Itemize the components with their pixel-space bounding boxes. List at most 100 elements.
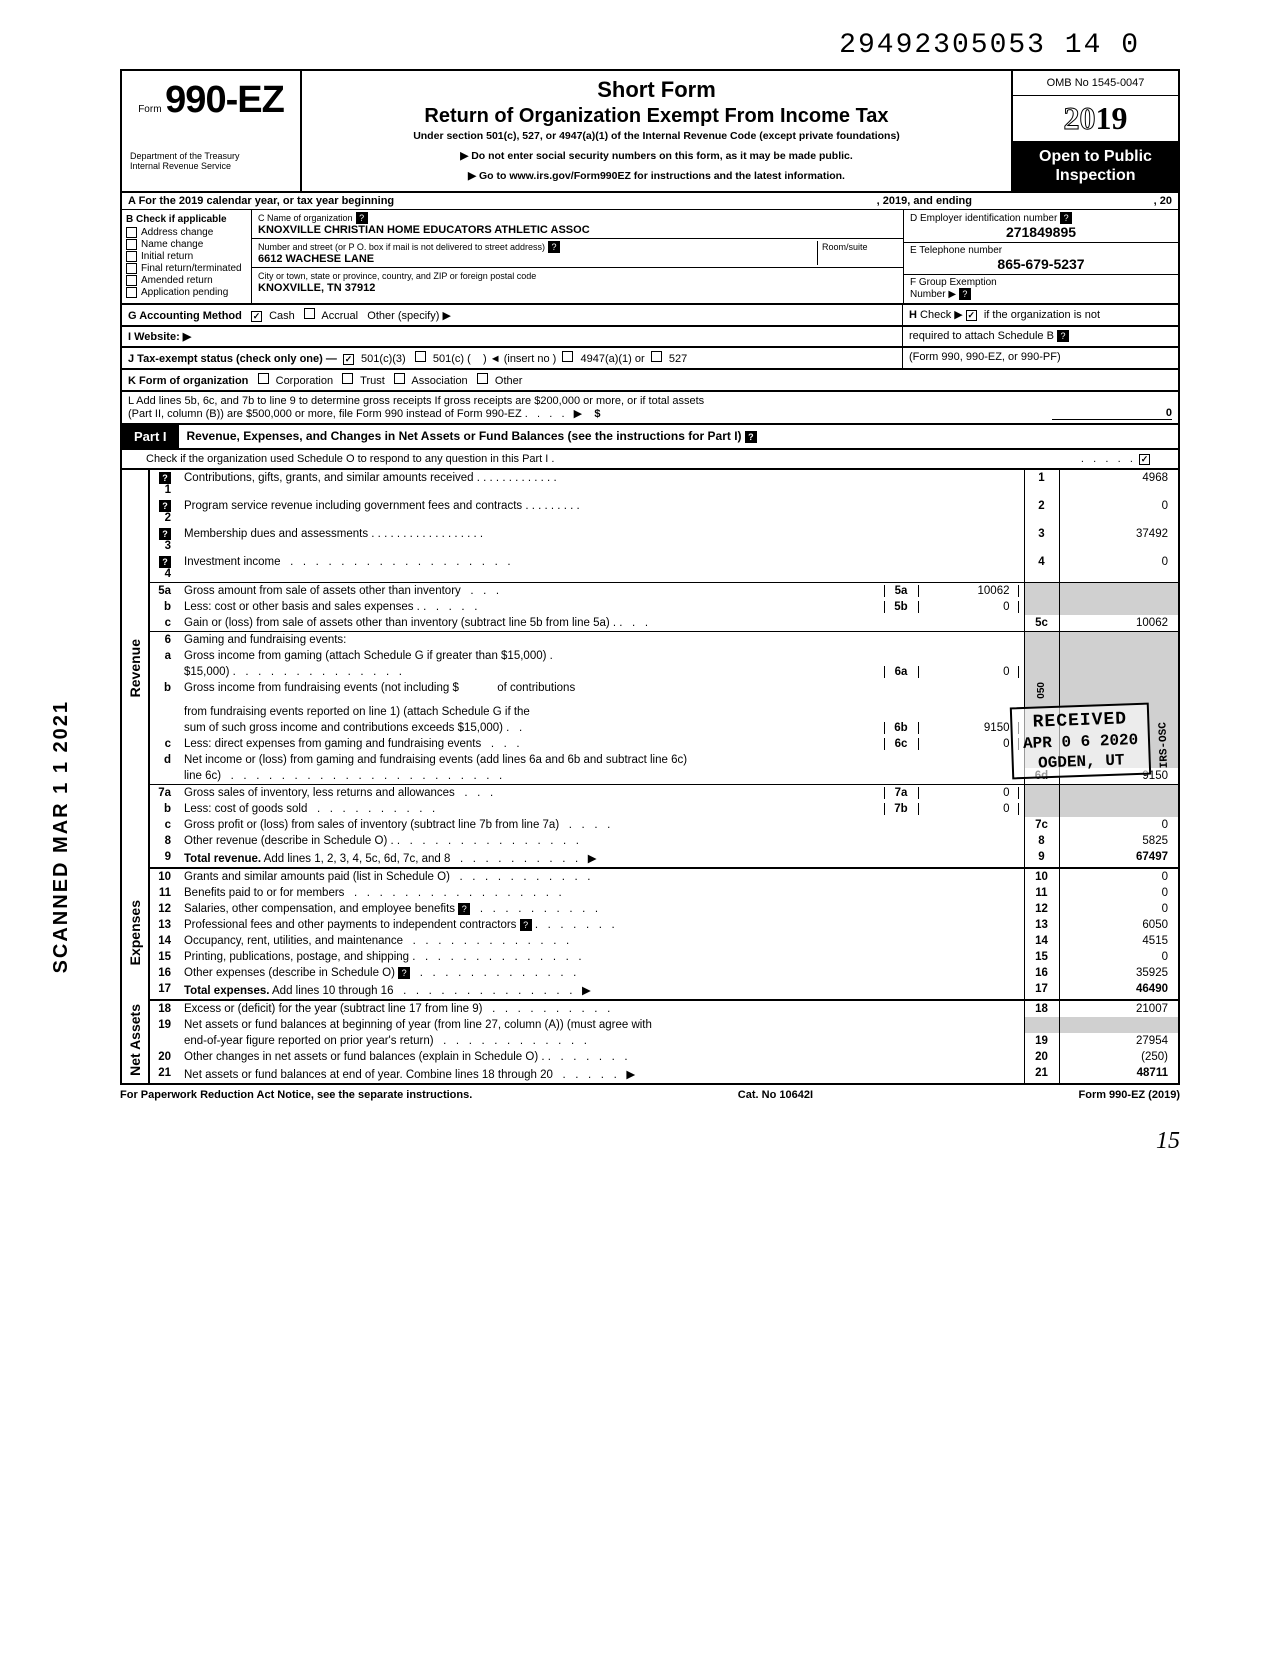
line-9-val: 67497 <box>1136 851 1168 863</box>
col-b-checks: B Check if applicable Address change Nam… <box>122 210 252 303</box>
line-4-val: 0 <box>1059 554 1179 583</box>
row-i: I Website: ▶ required to attach Schedule… <box>120 327 1180 348</box>
row-a-begin: A For the 2019 calendar year, or tax yea… <box>122 193 871 209</box>
chk-assoc[interactable] <box>394 373 405 384</box>
line-11-val: 0 <box>1059 885 1179 901</box>
line-14-val: 4515 <box>1059 933 1179 949</box>
form-prefix: Form <box>138 104 161 115</box>
row-l-line1: L Add lines 5b, 6c, and 7b to line 9 to … <box>128 395 1052 407</box>
row-a-tax-year: A For the 2019 calendar year, or tax yea… <box>120 193 1180 210</box>
chk-initial[interactable] <box>126 251 137 262</box>
line-13-val: 6050 <box>1059 917 1179 933</box>
scanned-stamp: SCANNED MAR 1 1 2021 <box>50 700 73 973</box>
netassets-tab: Net Assets <box>127 1004 143 1076</box>
gross-receipts: 0 <box>1166 407 1172 419</box>
chk-4947[interactable] <box>562 351 573 362</box>
chk-final[interactable] <box>126 263 137 274</box>
chk-501c[interactable] <box>415 351 426 362</box>
tel-value: 865-679-5237 <box>910 256 1172 272</box>
chk-pending[interactable] <box>126 287 137 298</box>
tax-year: 2019 <box>1013 96 1178 141</box>
chk-address[interactable] <box>126 227 137 238</box>
line-21-val: 48711 <box>1137 1067 1168 1079</box>
row-k: K Form of organization Corporation Trust… <box>120 370 1180 392</box>
help-icon: ? <box>548 241 560 253</box>
part-i-sub: Check if the organization used Schedule … <box>120 450 1180 470</box>
chk-527[interactable] <box>651 351 662 362</box>
line-6b-val: 9150 <box>919 722 1019 734</box>
line-20-val: (250) <box>1059 1049 1179 1065</box>
line-6c-val: 0 <box>919 738 1019 750</box>
help-icon: ? <box>1057 330 1069 342</box>
form-number: 990-EZ <box>165 79 284 121</box>
chk-amended[interactable] <box>126 275 137 286</box>
help-icon: ? <box>959 288 971 300</box>
chk-corp[interactable] <box>258 373 269 384</box>
col-b-header: B Check if applicable <box>126 214 247 225</box>
page-number-hand: 15 <box>1156 1128 1180 1155</box>
received-stamp: RECEIVED APR 0 6 2020 OGDEN, UT IRS-OSC <box>1010 703 1152 780</box>
footer-form: Form 990-EZ (2019) <box>1079 1089 1180 1101</box>
dept-irs: Internal Revenue Service <box>130 162 292 172</box>
form-header: Form 990-EZ Department of the Treasury I… <box>120 69 1180 193</box>
ein-value: 271849895 <box>910 224 1172 240</box>
group-exempt-label: F Group Exemption <box>910 277 997 288</box>
line-7c-val: 0 <box>1059 817 1179 833</box>
city-label: City or town, state or province, country… <box>258 271 536 281</box>
page-footer: For Paperwork Reduction Act Notice, see … <box>120 1085 1180 1105</box>
line-7a-val: 0 <box>919 787 1019 799</box>
chk-sched-o[interactable] <box>1139 454 1150 465</box>
acct-other: Other (specify) ▶ <box>367 310 451 322</box>
chk-cash[interactable] <box>251 311 262 322</box>
group-exempt-num: Number ▶ <box>910 289 956 300</box>
row-l-line2: (Part II, column (B)) are $500,000 or mo… <box>128 408 528 420</box>
help-icon: ? <box>1060 212 1072 224</box>
ssn-warning: ▶ Do not enter social security numbers o… <box>312 150 1001 162</box>
line-1-val: 4968 <box>1059 470 1179 498</box>
part-i-header: Part I Revenue, Expenses, and Changes in… <box>120 425 1180 450</box>
line-16-val: 35925 <box>1059 965 1179 981</box>
footer-cat: Cat. No 10642I <box>738 1089 813 1101</box>
tax-status-label: J Tax-exempt status (check only one) — <box>128 353 337 365</box>
line-18-val: 21007 <box>1059 1000 1179 1017</box>
row-g-h: G Accounting Method Cash Accrual Other (… <box>120 305 1180 327</box>
expenses-tab: Expenses <box>127 900 143 965</box>
line-8-val: 5825 <box>1059 833 1179 849</box>
goto-link: ▶ Go to www.irs.gov/Form990EZ for instru… <box>312 170 1001 182</box>
org-name-label: C Name of organization <box>258 213 353 223</box>
line-2-val: 0 <box>1059 498 1179 526</box>
revenue-tab: Revenue <box>127 639 143 697</box>
line-5a-val: 10062 <box>919 585 1019 597</box>
row-a-end: , 20 <box>978 193 1178 209</box>
form-org-label: K Form of organization <box>128 375 248 387</box>
chk-501c3[interactable] <box>343 354 354 365</box>
line-5b-val: 0 <box>919 601 1019 613</box>
org-name: KNOXVILLE CHRISTIAN HOME EDUCATORS ATHLE… <box>258 224 590 236</box>
form-990-ref: (Form 990, 990-EZ, or 990-PF) <box>903 348 1178 368</box>
chk-trust[interactable] <box>342 373 353 384</box>
title-short: Short Form <box>312 77 1001 103</box>
line-10-val: 0 <box>1059 868 1179 885</box>
room-label: Room/suite <box>822 242 868 252</box>
write-050: 050 <box>1036 682 1047 699</box>
row-j: J Tax-exempt status (check only one) — 5… <box>120 348 1180 370</box>
help-icon: ? <box>745 431 757 443</box>
title-main: Return of Organization Exempt From Incom… <box>312 105 1001 128</box>
row-a-mid: , 2019, and ending <box>871 193 978 209</box>
footer-left: For Paperwork Reduction Act Notice, see … <box>120 1089 472 1101</box>
line-15-val: 0 <box>1059 949 1179 965</box>
street-label: Number and street (or P O. box if mail i… <box>258 242 545 252</box>
chk-accrual[interactable] <box>304 308 315 319</box>
dln-number: 29492305053 14 0 <box>120 30 1180 61</box>
chk-sched-b[interactable] <box>966 310 977 321</box>
ein-label: D Employer identification number <box>910 213 1057 224</box>
help-icon: ? <box>356 212 368 224</box>
part-i-tab: Part I <box>122 425 179 448</box>
tel-label: E Telephone number <box>910 245 1002 256</box>
street-value: 6612 WACHESE LANE <box>258 253 374 265</box>
chk-other-org[interactable] <box>477 373 488 384</box>
sched-b-text: if the organization is not <box>984 309 1100 321</box>
chk-name[interactable] <box>126 239 137 250</box>
row-l: L Add lines 5b, 6c, and 7b to line 9 to … <box>120 392 1180 425</box>
line-17-val: 46490 <box>1136 983 1168 995</box>
